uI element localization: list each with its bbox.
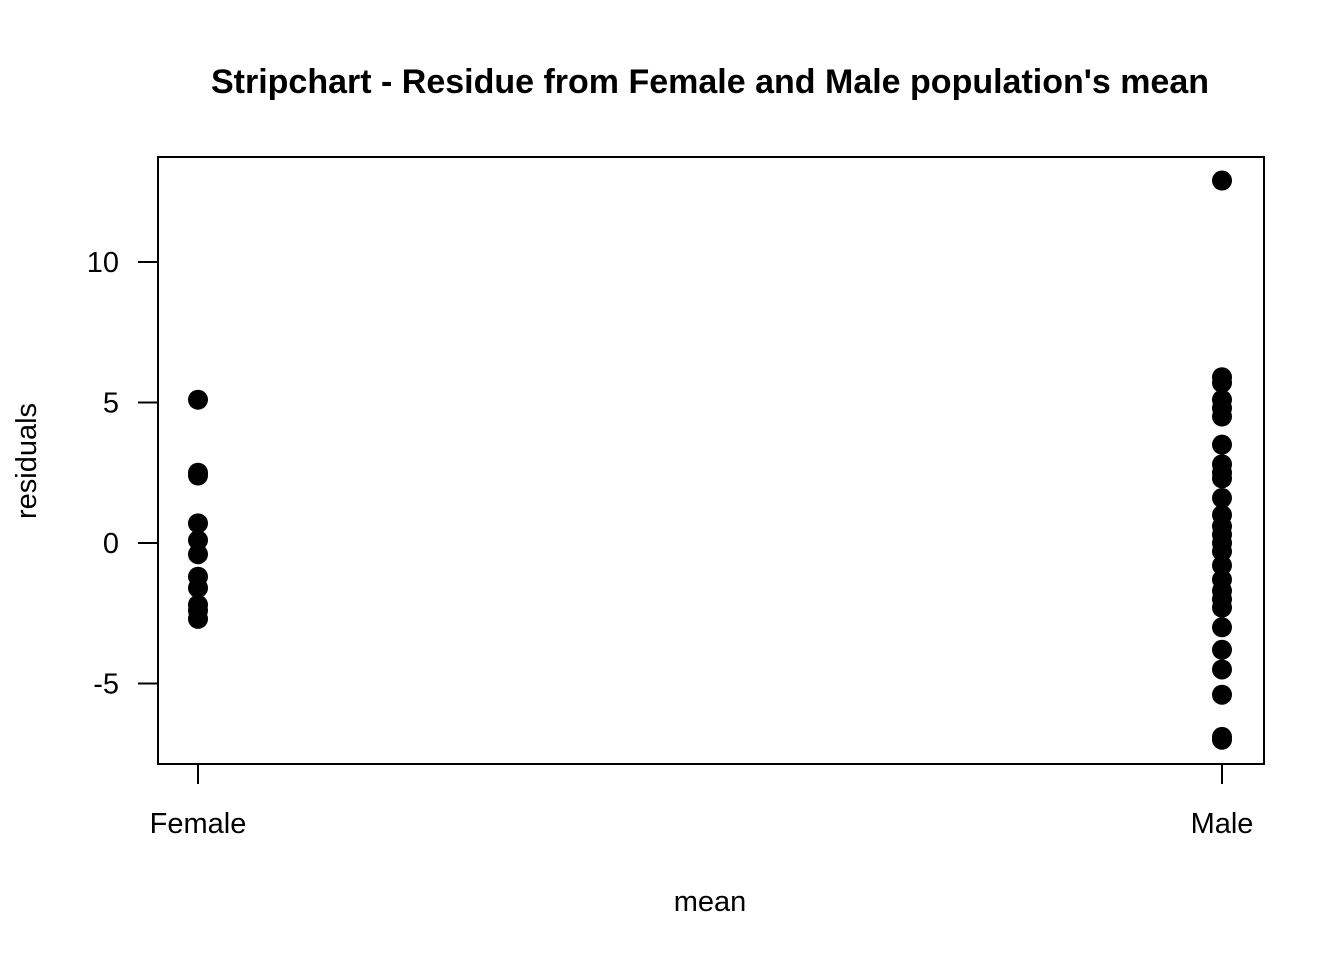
plot-frame	[157, 156, 1265, 765]
y-tick-label: 0	[103, 528, 119, 560]
x-axis-label: mean	[674, 886, 747, 918]
point-male	[1212, 597, 1232, 618]
y-tick-label: -5	[93, 669, 119, 701]
y-axis: -5 0 5 10	[87, 247, 158, 701]
point-male	[1212, 468, 1232, 489]
point-male	[1212, 372, 1232, 393]
point-female	[188, 530, 208, 551]
point-male	[1212, 406, 1232, 427]
point-male	[1212, 729, 1232, 750]
point-female	[188, 608, 208, 629]
data-points	[188, 170, 1232, 750]
point-male	[1212, 684, 1232, 705]
point-male	[1212, 541, 1232, 562]
y-tick-label: 5	[103, 388, 119, 420]
point-male	[1212, 659, 1232, 680]
point-female	[188, 577, 208, 598]
x-tick-label-female: Female	[150, 808, 247, 840]
point-female	[188, 465, 208, 486]
chart-title: Stripchart - Residue from Female and Mal…	[211, 63, 1209, 101]
point-female	[188, 389, 208, 410]
point-male	[1212, 617, 1232, 638]
point-male	[1212, 170, 1232, 191]
point-male	[1212, 434, 1232, 455]
x-tick-label-male: Male	[1191, 808, 1254, 840]
y-tick-label: 10	[87, 247, 119, 279]
point-female	[188, 513, 208, 534]
point-male	[1212, 555, 1232, 576]
point-male	[1212, 639, 1232, 660]
point-male	[1212, 488, 1232, 509]
point-female	[188, 544, 208, 565]
x-axis: Female Male	[150, 764, 1254, 840]
y-axis-label: residuals	[11, 403, 43, 519]
